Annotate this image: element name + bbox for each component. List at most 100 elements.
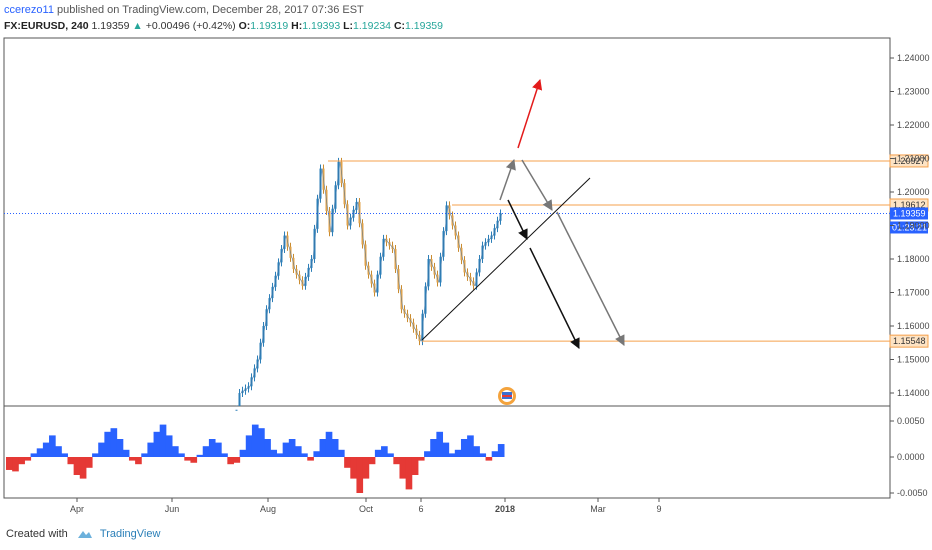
osc-y-tick-label: 0.0050: [897, 416, 925, 426]
low-value: 1.19234: [353, 20, 392, 32]
osc-bar: [331, 439, 339, 457]
osc-bar: [282, 442, 290, 457]
osc-bar: [393, 457, 400, 465]
osc-bar: [202, 446, 210, 457]
osc-bar: [424, 451, 431, 457]
osc-y-tick-label: 0.0000: [897, 452, 925, 462]
x-tick-label: Apr: [70, 504, 84, 514]
osc-bar: [473, 446, 480, 457]
osc-bar: [313, 451, 321, 457]
osc-bar: [325, 431, 333, 457]
tradingview-brand[interactable]: TradingView: [99, 528, 161, 540]
y-tick-label: 1.18000: [897, 254, 930, 264]
osc-bar: [153, 431, 161, 457]
y-tick-label: 1.21000: [897, 154, 930, 164]
osc-bar: [350, 457, 357, 479]
y-tick-label: 1.19000: [897, 221, 930, 231]
y-tick-label: 1.20000: [897, 187, 930, 197]
arrow-retest-grey: [521, 159, 553, 211]
osc-bar: [67, 457, 75, 465]
osc-bar: [18, 457, 25, 465]
osc-y-tick-label: -0.0050: [897, 488, 928, 498]
osc-bar: [36, 448, 44, 457]
countdown-tag: [890, 221, 928, 234]
current-price-label: 1.19359: [893, 208, 926, 218]
price-path: [240, 161, 503, 394]
osc-bar: [79, 457, 87, 479]
x-tick-label: Aug: [260, 504, 276, 514]
osc-bar: [12, 457, 19, 472]
osc-bar: [301, 453, 308, 457]
open-label: O:: [238, 20, 251, 32]
y-tick-label: 1.16000: [897, 321, 930, 331]
osc-bar: [215, 442, 222, 457]
osc-bar: [374, 449, 382, 457]
osc-bar: [264, 439, 271, 457]
osc-bar: [233, 457, 241, 463]
x-tick-label: Mar: [590, 504, 606, 514]
author-link[interactable]: ccerezo11: [4, 4, 54, 16]
level-tag-label: 1.15548: [893, 336, 926, 346]
y-tick-label: 1.23000: [897, 87, 930, 97]
osc-bar: [381, 446, 388, 457]
open-value: 1.19319: [250, 20, 289, 32]
osc-bar: [104, 431, 112, 457]
osc-bar: [55, 446, 62, 457]
symbol-label[interactable]: FX:EURUSD, 240: [4, 20, 89, 32]
high-value: 1.19393: [302, 20, 341, 32]
x-tick-label: Oct: [359, 504, 374, 514]
arrow-up-grey: [499, 159, 516, 201]
y-tick-label: 1.24000: [897, 53, 930, 63]
osc-bar: [73, 457, 81, 475]
symbol-info-bar: FX:EURUSD, 240 1.19359 ▲ +0.00496 (+0.42…: [4, 20, 443, 32]
osc-bar: [184, 457, 191, 461]
osc-bar: [368, 457, 376, 465]
ascending-trendline: [421, 177, 591, 341]
osc-bar: [116, 439, 124, 457]
level-tag: [889, 154, 929, 168]
up-arrow-icon: ▲: [132, 20, 143, 32]
osc-bar: [141, 453, 148, 457]
osc-bar: [454, 449, 462, 457]
osc-bar: [294, 446, 302, 457]
osc-bar: [497, 444, 505, 457]
osc-bar: [122, 449, 130, 457]
osc-bar: [417, 457, 425, 461]
created-with-text: Created with: [6, 528, 68, 540]
arrow-drop-grey: [556, 211, 625, 346]
publish-info: ccerezo11 published on TradingView.com, …: [4, 4, 364, 16]
osc-bar: [460, 439, 468, 457]
y-tick-label: 1.14000: [897, 388, 930, 398]
osc-bar: [485, 457, 493, 461]
tradingview-logo-icon: [77, 531, 92, 539]
arrow-breakout-red: [517, 79, 543, 149]
osc-bar: [307, 457, 314, 461]
close-label: C:: [393, 20, 406, 32]
osc-bar: [344, 457, 351, 468]
osc-bar: [405, 457, 413, 490]
level-tag-label: 1.20927: [893, 156, 926, 166]
arrow-drop-black: [529, 247, 580, 349]
osc-bar: [85, 457, 93, 468]
osc-bar: [128, 457, 136, 461]
osc-bar: [276, 453, 284, 457]
price-change: +0.00496 (+0.42%): [145, 20, 236, 32]
candle-body: [235, 409, 238, 411]
osc-bar: [196, 454, 204, 457]
osc-bar: [362, 457, 370, 479]
osc-bar: [92, 453, 99, 457]
osc-bar: [430, 439, 437, 457]
event-flag-icon[interactable]: [498, 387, 516, 405]
osc-bar: [172, 446, 179, 457]
arrow-short-black: [507, 199, 528, 240]
osc-bar: [467, 435, 474, 457]
osc-bar: [6, 457, 13, 470]
osc-bar: [258, 428, 265, 457]
osc-bar: [190, 457, 198, 463]
osc-bar: [98, 442, 105, 457]
osc-bar: [135, 457, 142, 465]
high-label: H:: [291, 20, 303, 32]
osc-bar: [436, 431, 444, 457]
osc-bar: [479, 453, 487, 457]
